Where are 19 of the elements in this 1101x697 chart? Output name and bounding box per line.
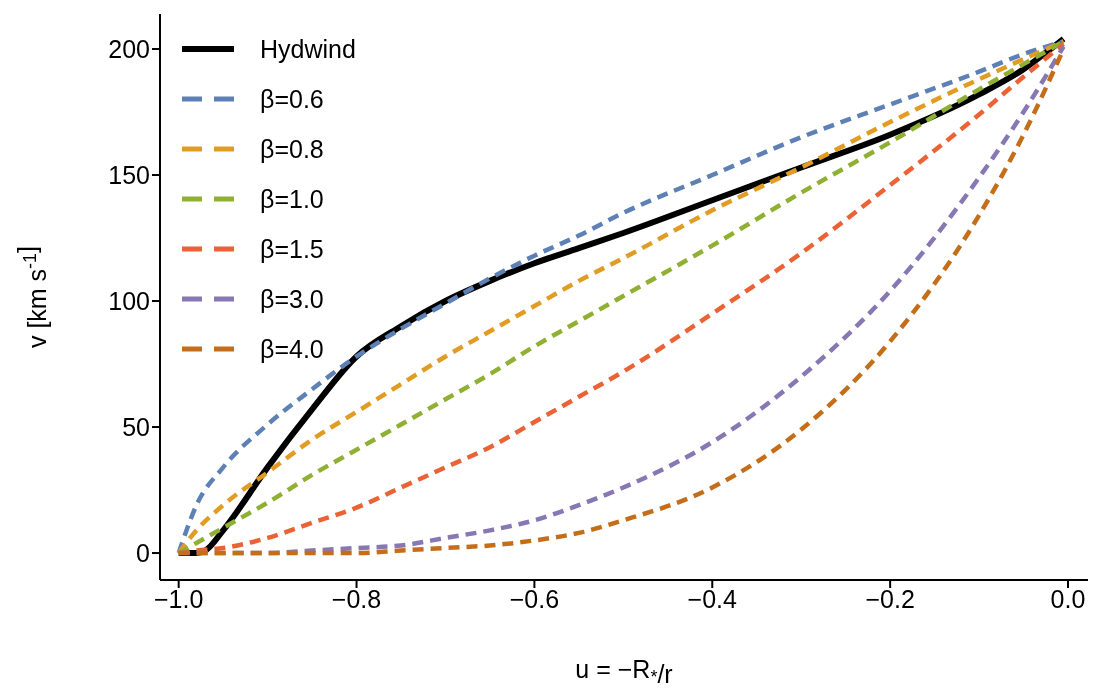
x-tick-label: 0.0 <box>1050 584 1086 613</box>
legend-label: β=0.6 <box>260 84 324 114</box>
y-tick-label: 100 <box>108 286 150 315</box>
y-tick-label: 0 <box>136 538 150 567</box>
legend-label: β=4.0 <box>260 334 324 364</box>
y-tick-label: 50 <box>122 412 150 441</box>
legend-label: β=1.5 <box>260 234 324 264</box>
legend-label: β=1.0 <box>260 184 324 214</box>
x-tick-label: −0.8 <box>331 584 382 613</box>
legend-label: β=0.8 <box>260 134 324 164</box>
legend-label: β=3.0 <box>260 284 324 314</box>
x-tick-label: −0.6 <box>509 584 560 613</box>
x-tick-label: −0.2 <box>865 584 915 613</box>
x-axis-title: u = −R$_{*}$/r <box>575 655 673 689</box>
y-tick-label: 200 <box>108 34 150 63</box>
legend-label: Hydwind <box>260 34 356 64</box>
x-tick-label: −0.4 <box>687 584 738 613</box>
x-tick-label: −1.0 <box>154 584 204 613</box>
y-tick-label: 150 <box>108 160 150 189</box>
